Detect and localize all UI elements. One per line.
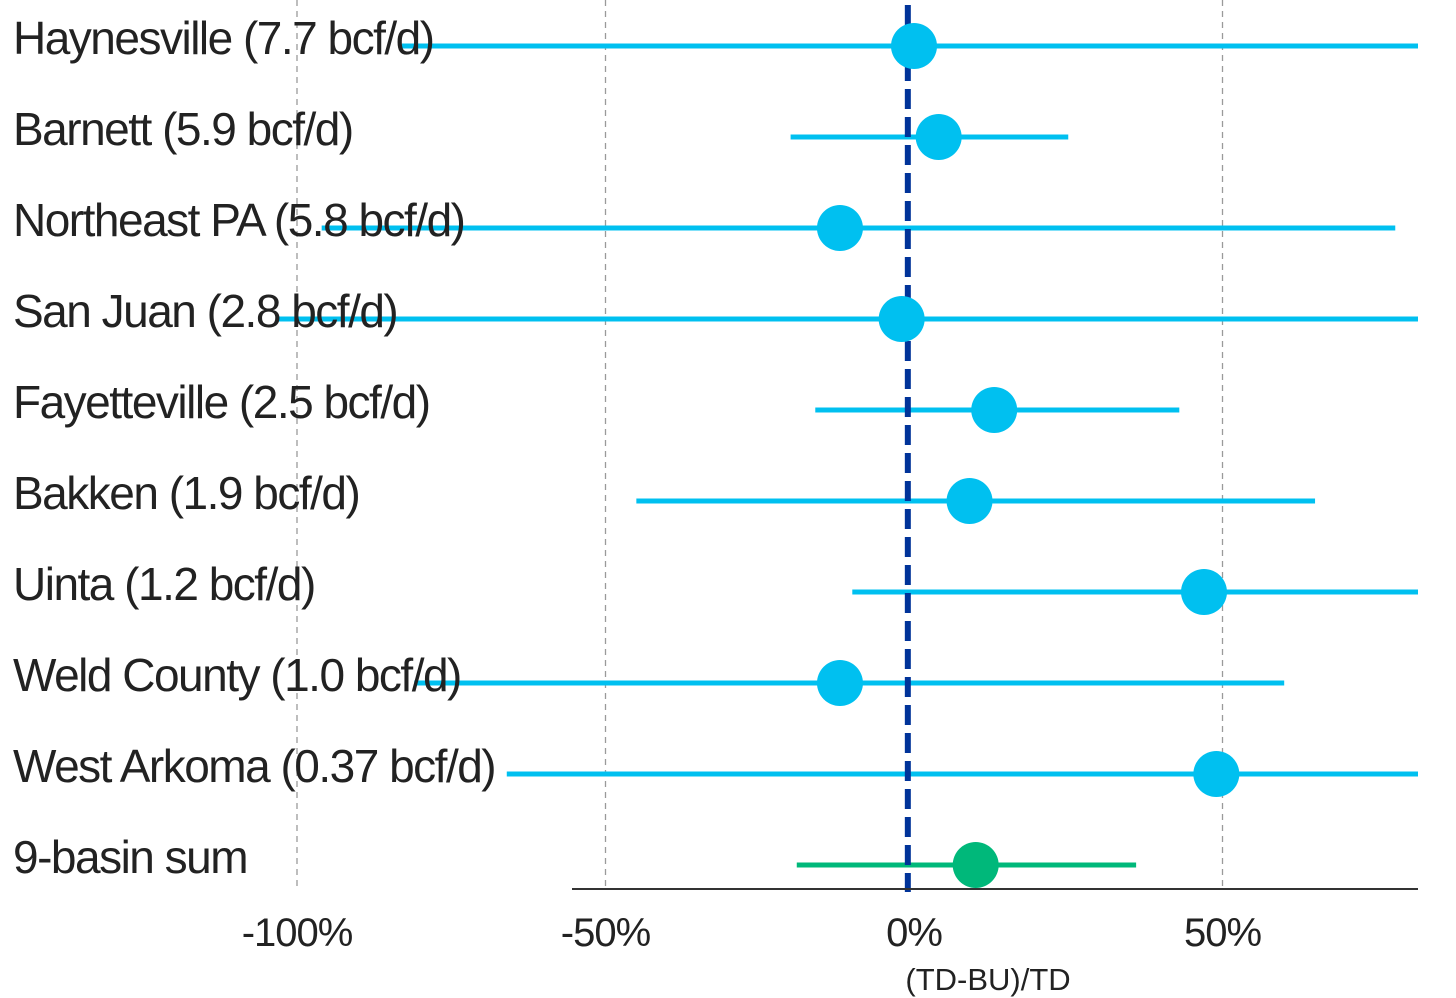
row-label: Fayetteville (2.5 bcf/d) bbox=[13, 376, 430, 428]
x-tick-label: -100% bbox=[242, 911, 353, 955]
point-estimate bbox=[816, 660, 863, 706]
x-tick-label: 0% bbox=[886, 911, 942, 955]
row-label: Weld County (1.0 bcf/d) bbox=[13, 649, 461, 701]
row-label: Northeast PA (5.8 bcf/d) bbox=[13, 194, 465, 246]
row-label: 9-basin sum bbox=[13, 831, 247, 883]
point-estimate bbox=[1180, 569, 1227, 615]
grid-lines bbox=[296, 0, 1224, 889]
x-tick-label: -50% bbox=[561, 911, 651, 955]
point-estimate bbox=[915, 114, 962, 160]
row-label: Uinta (1.2 bcf/d) bbox=[13, 558, 315, 610]
point-estimate bbox=[1193, 751, 1240, 797]
x-axis: -100%-50%0%50%100%150% bbox=[242, 888, 1418, 955]
point-estimate bbox=[952, 842, 999, 888]
point-estimates bbox=[816, 23, 1240, 888]
row-label: Bakken (1.9 bcf/d) bbox=[13, 467, 359, 519]
row-label: Haynesville (7.7 bcf/d) bbox=[13, 12, 434, 64]
point-estimate bbox=[946, 478, 993, 524]
row-label: Barnett (5.9 bcf/d) bbox=[13, 103, 353, 155]
point-estimate bbox=[971, 387, 1018, 433]
x-axis-title: (TD-BU)/TD bbox=[905, 962, 1070, 997]
point-estimate bbox=[816, 205, 863, 251]
point-estimate bbox=[878, 296, 925, 342]
row-labels: Haynesville (7.7 bcf/d) Barnett (5.9 bcf/… bbox=[13, 12, 497, 883]
x-tick-label: 50% bbox=[1184, 911, 1261, 955]
row-label: San Juan (2.8 bcf/d) bbox=[13, 285, 397, 337]
row-label: West Arkoma (0.37 bcf/d) bbox=[13, 740, 495, 792]
point-estimate bbox=[891, 23, 937, 69]
